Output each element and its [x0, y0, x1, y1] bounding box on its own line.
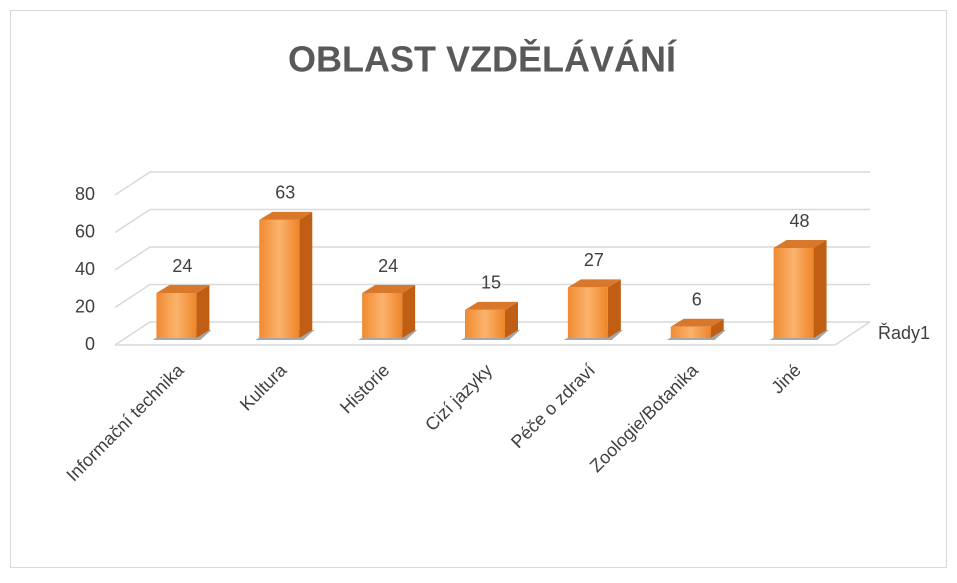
bar-side — [710, 318, 724, 338]
bar-side — [607, 279, 621, 338]
bar-top — [567, 279, 621, 288]
bar-side — [402, 285, 416, 338]
bar-side — [196, 285, 210, 338]
grid-line — [114, 283, 870, 309]
floor-edge — [834, 321, 871, 346]
bar — [567, 287, 608, 338]
y-tick-label: 20 — [75, 296, 95, 316]
bar-top — [259, 211, 313, 220]
grid-line — [114, 208, 870, 234]
series-label: Řady1 — [878, 323, 930, 343]
bar-top — [773, 240, 827, 248]
bar-side — [813, 240, 827, 338]
y-tick-label: 40 — [75, 259, 95, 279]
bar — [156, 293, 197, 338]
bar-top — [156, 285, 210, 293]
grid-line — [114, 246, 870, 271]
bar-side — [299, 211, 313, 338]
y-tick-label: 80 — [75, 184, 95, 204]
data-label: 15 — [481, 273, 501, 293]
bar-side — [505, 301, 518, 338]
bar — [670, 326, 711, 338]
bar-top — [670, 318, 724, 327]
grid-line — [114, 321, 870, 346]
chart-title: OBLAST VZDĚLÁVÁNÍ — [288, 38, 677, 80]
bar — [773, 248, 814, 338]
bar — [362, 293, 403, 338]
data-label: 24 — [378, 256, 398, 276]
data-label: 27 — [584, 250, 604, 270]
bar — [465, 309, 505, 338]
bar-top — [465, 301, 518, 310]
y-tick-label: 0 — [85, 334, 95, 354]
y-tick-label: 60 — [75, 221, 95, 241]
data-label: 63 — [275, 183, 295, 203]
data-label: 24 — [172, 256, 192, 276]
bar — [259, 219, 300, 338]
grid-line — [114, 171, 870, 196]
data-label: 6 — [692, 290, 702, 310]
bar-top — [362, 285, 416, 293]
data-label: 48 — [790, 211, 810, 231]
